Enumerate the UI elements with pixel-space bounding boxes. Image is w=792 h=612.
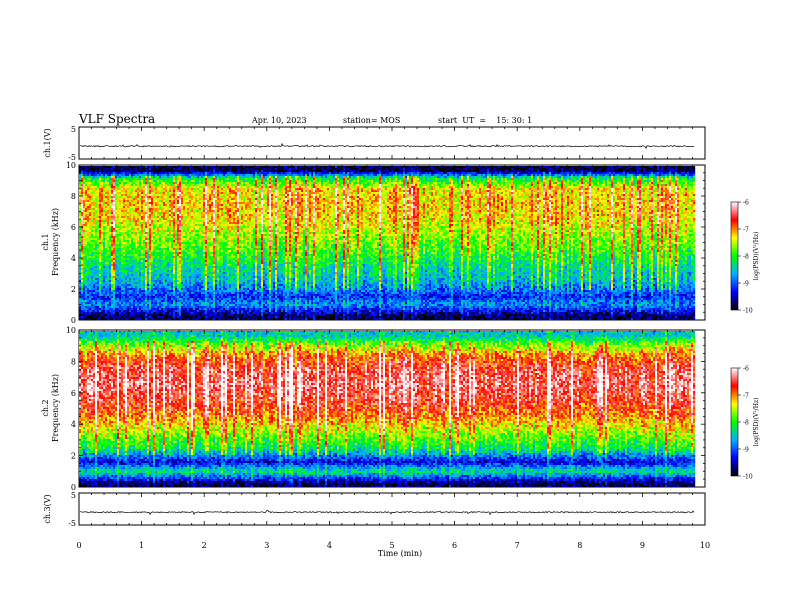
x-tick-label: 10: [700, 541, 710, 550]
x-tick-label: 0: [76, 541, 81, 550]
station-label: station= MOS: [343, 116, 400, 125]
colorbar-tick-label: -9: [743, 281, 749, 288]
ch3-voltage-frame: [79, 493, 705, 525]
ch2-frequency-axis-label: Frequency (kHz): [51, 374, 60, 442]
y-tick-label: 10: [66, 161, 76, 170]
ch1-voltage-axis-label: ch.1(V): [43, 128, 52, 157]
x-tick-label: 6: [452, 541, 457, 550]
ch1-frequency-axis-label: Frequency (kHz): [51, 208, 60, 276]
colorbar-label: log(PSD)(V²/Hz): [753, 232, 760, 281]
x-tick-label: 3: [264, 541, 269, 550]
vlf-spectra-figure: VLF Spectra Apr. 10, 2023 station= MOS s…: [0, 0, 792, 612]
ch1-voltage-trace: [80, 144, 694, 149]
colorbar-tick-label: -9: [743, 447, 749, 454]
colorbar-tick-label: -7: [743, 227, 749, 234]
y-tick-label: 4: [71, 254, 76, 263]
x-tick-label: 1: [139, 541, 144, 550]
y-tick-label: 2: [71, 285, 76, 294]
y-tick-label: -5: [68, 519, 76, 528]
start-ut-label: start UT = 15: 30: 1: [438, 116, 532, 125]
x-tick-label: 2: [202, 541, 207, 550]
x-tick-label: 7: [515, 541, 520, 550]
y-tick-label: 10: [66, 326, 76, 335]
x-tick-label: 8: [577, 541, 582, 550]
colorbar-tick-label: -7: [743, 393, 749, 400]
y-tick-label: 8: [71, 192, 76, 201]
colorbar-tick-label: -6: [743, 366, 749, 373]
ch1-spectrogram: [79, 166, 695, 320]
x-axis-label: Time (min): [378, 549, 422, 558]
y-tick-label: 0: [71, 316, 76, 325]
colorbar-tick-label: -10: [743, 474, 753, 481]
figure-title: VLF Spectra: [78, 112, 155, 126]
y-tick-label: 6: [71, 223, 76, 232]
ch3-voltage-trace: [80, 510, 694, 514]
x-tick-label: 4: [327, 541, 332, 550]
voltage-series-line: [80, 144, 694, 149]
x-tick-label: 9: [640, 541, 645, 550]
ch2-colorbar: -6 -7 -8 -9 -10 log(PSD)(V²/Hz): [731, 366, 760, 481]
y-tick-label: 6: [71, 389, 76, 398]
ch2-frequency-axis-label-ch: ch.2: [41, 399, 50, 416]
y-tick-label: 8: [71, 357, 76, 366]
y-tick-label: 5: [71, 125, 76, 134]
ch1-colorbar: -6 -7 -8 -9 -10 log(PSD)(V²/Hz): [731, 200, 760, 315]
colorbar-tick-label: -6: [743, 200, 749, 207]
colorbar-tick-label: -10: [743, 308, 753, 315]
y-tick-label: 2: [71, 452, 76, 461]
ch3-voltage-axis-label: ch.3(V): [43, 494, 52, 523]
y-tick-label: 5: [71, 491, 76, 500]
y-tick-label: 4: [71, 420, 76, 429]
ch1-frequency-axis-label-ch: ch.1: [41, 233, 50, 250]
voltage-series-line: [80, 510, 694, 514]
colorbar-scale: [731, 202, 738, 310]
date-label: Apr. 10, 2023: [251, 116, 307, 125]
colorbar-tick-label: -8: [743, 254, 749, 261]
colorbar-label: log(PSD)(V²/Hz): [753, 398, 760, 447]
ch2-spectrogram: [79, 331, 695, 487]
colorbar-scale: [731, 368, 738, 476]
ch1-voltage-frame: [79, 127, 705, 159]
colorbar-tick-label: -8: [743, 420, 749, 427]
